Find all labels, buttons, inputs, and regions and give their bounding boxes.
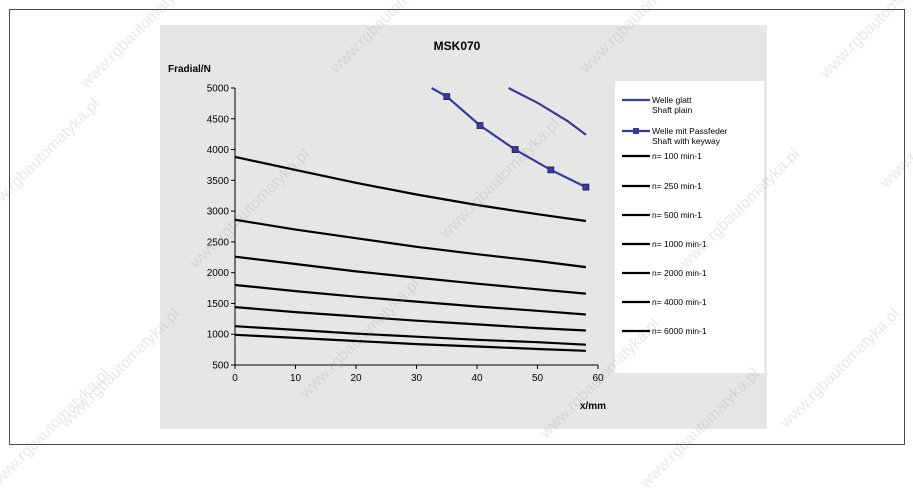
x-tick-label: 10 — [290, 373, 302, 384]
legend-label: Shaft with keyway — [652, 136, 721, 146]
series-line-5 — [235, 255, 586, 295]
y-tick-label: 1500 — [207, 299, 230, 310]
legend-label: n= 6000 min-1 — [652, 326, 707, 336]
y-tick-label: 500 — [212, 361, 229, 372]
legend-label: Welle glatt — [652, 95, 692, 105]
y-tick-label: 1000 — [207, 330, 230, 341]
legend-label: n= 4000 min-1 — [652, 297, 707, 307]
series-line-1 — [507, 87, 587, 136]
series-marker-2 — [547, 166, 555, 174]
x-tick-label: 30 — [411, 373, 423, 384]
x-tick-label: 20 — [350, 373, 362, 384]
y-tick-label: 3000 — [207, 207, 230, 218]
legend-label: n= 250 min-1 — [652, 181, 702, 191]
series-marker-2 — [443, 93, 451, 101]
y-tick-label: 2500 — [207, 237, 230, 248]
legend-label: Welle mit Passfeder — [652, 126, 728, 136]
plot-area: 500 1000 1500 2000 2500 3000 3500 4000 4500 5000 0… — [207, 84, 604, 385]
y-tick-label: 4000 — [207, 145, 230, 156]
series-marker-2 — [476, 122, 484, 129]
y-tick-label: 3500 — [207, 176, 230, 187]
legend-label: n= 500 min-1 — [652, 210, 702, 220]
series-marker-2 — [511, 146, 519, 153]
legend-box — [615, 81, 764, 373]
y-tick-label: 2000 — [207, 268, 230, 279]
chart-title: MSK070 — [434, 39, 481, 53]
series-marker-2 — [582, 183, 590, 191]
y-tick-label: 5000 — [207, 84, 230, 95]
series-line-7 — [235, 306, 586, 332]
x-tick-label: 60 — [592, 373, 604, 384]
y-tick-label: 4500 — [207, 114, 230, 125]
x-tick-label: 40 — [471, 373, 483, 384]
x-tick-label: 0 — [232, 373, 238, 384]
legend-label: n= 2000 min-1 — [652, 268, 707, 278]
series-line-8 — [235, 325, 586, 346]
legend-label: Shaft plain — [652, 105, 692, 115]
legend-marker — [633, 128, 639, 134]
series-line-4 — [235, 218, 587, 269]
series-line-6 — [235, 283, 586, 316]
legend-label: n= 100 min-1 — [652, 151, 702, 161]
legend-label: n= 1000 min-1 — [652, 239, 707, 249]
series-line-9 — [235, 333, 586, 352]
x-tick-label: 50 — [532, 373, 544, 384]
y-axis-label: Fradial/N — [168, 64, 211, 75]
series-line-3 — [235, 155, 587, 223]
chart: MSK070 Fradial/N x/mm 500100015002000250… — [168, 39, 764, 412]
series-line-2 — [431, 87, 587, 189]
x-axis-label: x/mm — [580, 401, 606, 412]
